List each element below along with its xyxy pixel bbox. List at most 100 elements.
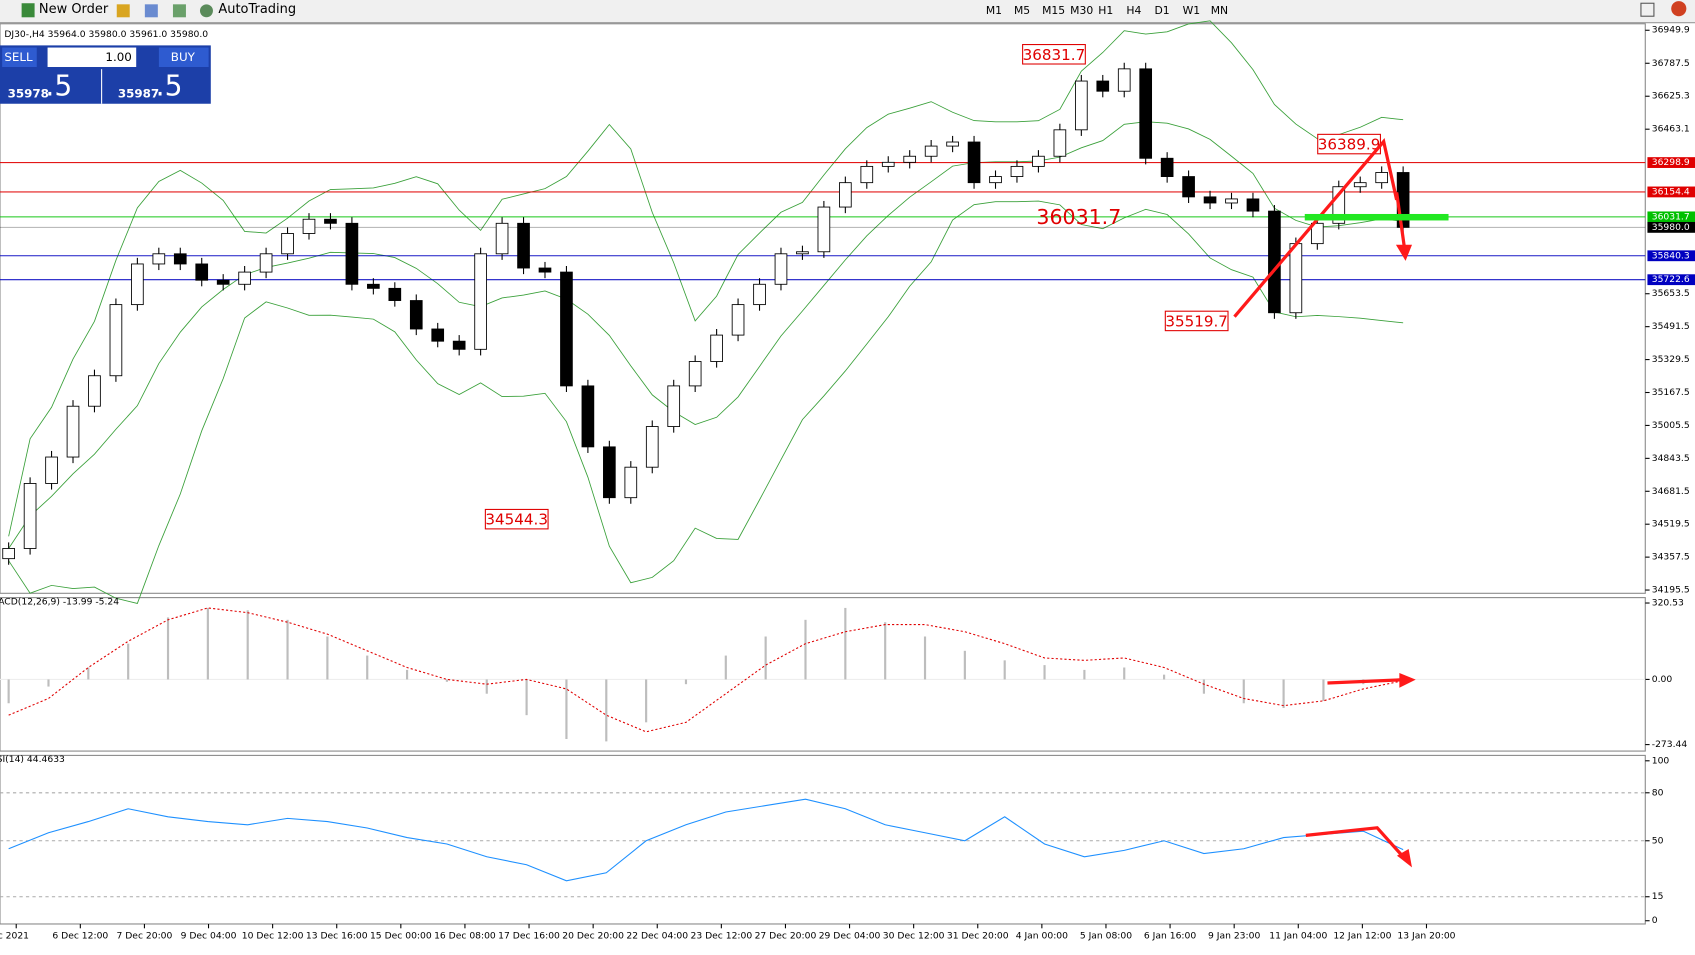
new-order[interactable]: New Order: [39, 2, 109, 17]
icon[interactable]: [199, 4, 213, 18]
rsi-line: [8, 798, 1404, 882]
macd-bar: [764, 636, 767, 680]
zone: [1304, 213, 1449, 221]
sell-button[interactable]: [2, 47, 37, 68]
x-tick-label: 7 Dec 20:00: [116, 930, 172, 941]
candle: [817, 206, 831, 253]
macd-bar: [127, 643, 130, 680]
icon[interactable]: [21, 3, 35, 18]
candle: [1139, 68, 1153, 159]
lots-input[interactable]: [47, 47, 137, 68]
candle: [774, 253, 788, 285]
timeframe[interactable]: M5: [1014, 4, 1030, 17]
timeframe[interactable]: H1: [1098, 4, 1113, 17]
timeframe[interactable]: W1: [1183, 4, 1201, 17]
candle: [474, 253, 487, 350]
candle: [710, 334, 723, 362]
candle: [538, 267, 552, 273]
macd-bar: [684, 679, 688, 685]
buy[interactable]: BUY: [171, 50, 196, 64]
indicator-title: MACD(12,26,9) -13.99 -5.24: [0, 596, 119, 607]
candle: [259, 253, 273, 273]
candle: [452, 340, 466, 350]
candle: [946, 141, 959, 147]
x-tick-label: 31 Dec 20:00: [947, 930, 1009, 941]
y-tick-label: 35167.5: [1652, 387, 1690, 398]
price-label-bg: [1647, 250, 1695, 262]
candle: [1310, 222, 1324, 245]
candle: [388, 287, 402, 301]
icon[interactable]: [116, 4, 130, 18]
x-tick-label: 12 Jan 12:00: [1333, 930, 1391, 941]
y-tick-label: 35005.5: [1652, 420, 1690, 431]
macd-bar: [645, 679, 648, 723]
x-tick-label: 23 Dec 12:00: [690, 930, 752, 941]
candle: [109, 304, 123, 377]
x-tick-label: 13 Jan 20:00: [1397, 930, 1455, 941]
price-label: 36031.7: [1652, 211, 1690, 222]
arrow: [1305, 826, 1407, 861]
arrow: [1327, 678, 1404, 685]
annotation-box: [484, 508, 549, 530]
timeframe[interactable]: M1: [986, 4, 1002, 17]
macd-bar: [485, 679, 488, 694]
candle: [839, 182, 852, 208]
alert[interactable]: [1671, 1, 1687, 17]
price-label: 36154.4: [1652, 186, 1690, 197]
annotation-box: [1164, 310, 1229, 332]
x-tick-label: 6 Dec 2021: [0, 930, 29, 941]
lots[interactable]: 1.00: [105, 50, 131, 64]
candle: [1117, 68, 1131, 92]
macd-bar: [565, 679, 568, 740]
macd-bar: [844, 607, 847, 680]
arrow-head: [1395, 244, 1413, 261]
search[interactable]: [1640, 2, 1655, 17]
annotation: 36389.9: [1318, 136, 1381, 154]
y-tick-label: 80: [1652, 787, 1664, 798]
icon[interactable]: [172, 4, 186, 18]
timeframe[interactable]: D1: [1155, 4, 1170, 17]
x-tick-label: 9 Dec 04:00: [181, 930, 237, 941]
y-tick-label: 35653.5: [1652, 288, 1690, 299]
y-tick-label: 36463.1: [1652, 124, 1690, 135]
timeframe[interactable]: H4: [1126, 4, 1141, 17]
main-panel: [0, 23, 1646, 594]
x-tick-label: 13 Dec 16:00: [306, 930, 368, 941]
macd-bar: [326, 636, 329, 680]
bid-pips: .5: [45, 70, 72, 103]
y-tick-label: 34681.5: [1652, 486, 1690, 497]
candle: [1225, 198, 1238, 204]
annotation: 36031.7: [1036, 205, 1121, 229]
y-tick-label: 0.00: [1652, 674, 1673, 685]
timeframe[interactable]: MN: [1211, 4, 1228, 17]
price-label: 35722.6: [1652, 274, 1690, 285]
x-tick-label: 27 Dec 20:00: [755, 930, 817, 941]
timeframe[interactable]: M15: [1042, 4, 1065, 17]
timeframe[interactable]: M30: [1070, 4, 1093, 17]
arrow-head: [1396, 849, 1412, 868]
buy-button[interactable]: [158, 47, 209, 68]
candle: [1332, 186, 1346, 224]
x-tick-label: 6 Jan 16:00: [1144, 930, 1196, 941]
candle: [409, 300, 423, 330]
macd-panel: [0, 597, 1646, 752]
y-tick-label: 36625.3: [1652, 91, 1690, 102]
macd-bar: [1083, 669, 1086, 680]
candle: [1010, 165, 1024, 178]
candle: [1203, 196, 1217, 204]
sell[interactable]: SELL: [4, 50, 33, 64]
toolbar: [0, 0, 1695, 23]
y-tick-label: 35329.5: [1652, 354, 1690, 365]
toolbar-items: New Order AutoTrading: [21, 1, 1687, 18]
macd-bar: [1043, 665, 1046, 680]
candle: [88, 375, 101, 407]
candle: [645, 426, 659, 468]
candle: [989, 176, 1002, 184]
autotrading[interactable]: AutoTrading: [218, 2, 296, 17]
icon[interactable]: [144, 4, 158, 18]
macd-bar: [1162, 674, 1166, 680]
macd-bar: [605, 679, 608, 742]
drawn-arrows: [1233, 138, 1449, 868]
macd-bar: [445, 679, 448, 682]
